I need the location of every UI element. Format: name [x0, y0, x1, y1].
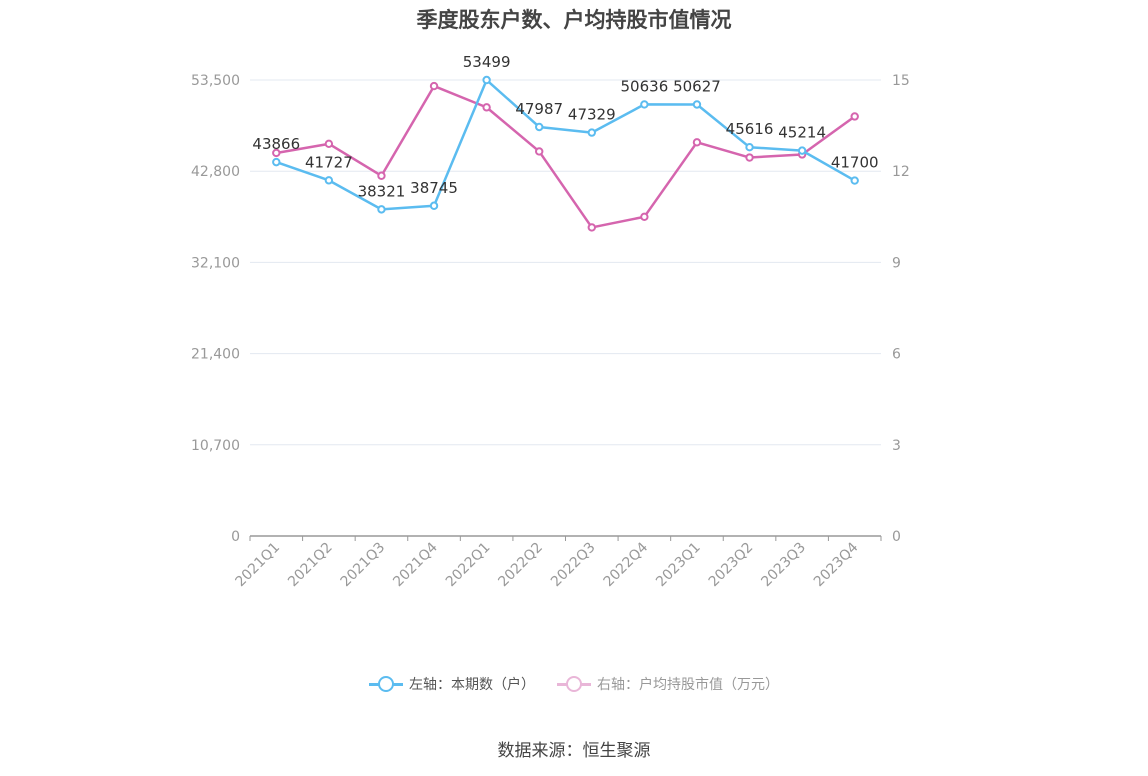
series-point-right [324, 139, 334, 149]
series-point-left [850, 176, 859, 185]
series-point-left [377, 205, 386, 214]
series-point-left [324, 176, 334, 185]
x-tick-label: 2021Q3 [338, 540, 389, 591]
series-point-right [850, 112, 859, 121]
x-tick-label: 2021Q4 [390, 539, 441, 590]
series-point-right [535, 147, 544, 156]
chart-svg: 0 10,700 21,400 32,100 42,800 53,500 0 3 6 9 12 15 2… [191, 53, 910, 591]
series-point-left [535, 122, 544, 132]
legend-left-ring [378, 676, 394, 692]
data-label: 47987 [515, 100, 563, 118]
series-point-right [429, 81, 439, 91]
y-left-tick-label: 10,700 [191, 438, 240, 454]
data-label: 38321 [358, 182, 406, 200]
x-tick-label: 2021Q2 [285, 540, 336, 591]
series-point-left [587, 128, 596, 137]
data-label: 41700 [831, 154, 879, 172]
y-right-tick-label: 6 [892, 347, 901, 363]
legend-item-left-series[interactable]: 左轴：本期数（户） [369, 674, 535, 694]
circle-line-icon [369, 675, 403, 693]
x-tick-label: 2023Q1 [653, 540, 704, 591]
legend: 左轴：本期数（户） 右轴：户均持股市值（万元） [0, 674, 1148, 694]
data-label: 45214 [778, 124, 826, 142]
data-label: 53499 [463, 53, 511, 71]
y-right-tick-label: 15 [892, 73, 910, 89]
y-right-tick-label: 3 [892, 438, 901, 454]
series-point-right [482, 103, 491, 112]
data-label: 43866 [252, 135, 300, 153]
y-right-tick-label: 12 [892, 164, 910, 180]
series-point-right [587, 223, 596, 232]
data-label: 47329 [568, 106, 616, 124]
y-right-tick-label: 0 [892, 529, 901, 545]
y-left-tick-label: 0 [231, 529, 240, 545]
series-point-left [692, 100, 702, 109]
series-point-right [745, 153, 754, 162]
x-tick-label: 2023Q3 [758, 540, 809, 591]
x-tick-label: 2023Q2 [706, 540, 757, 591]
chart-title: 季度股东户数、户均持股市值情况 [416, 8, 732, 32]
series-point-left [429, 201, 439, 210]
series-point-right [640, 212, 649, 222]
y-left-tick-label: 32,100 [191, 255, 240, 271]
legend-left-label: 左轴：本期数（户） [409, 677, 535, 693]
x-tick-label: 2022Q3 [548, 540, 599, 591]
x-tick-label: 2022Q4 [601, 539, 652, 590]
data-label: 50627 [673, 77, 721, 95]
series-point-left [482, 75, 491, 85]
legend-item-right-series[interactable]: 右轴：户均持股市值（万元） [557, 674, 779, 694]
x-tick-label: 2022Q2 [495, 540, 546, 591]
series-point-right [272, 148, 281, 158]
y-left-tick-label: 21,400 [191, 347, 240, 363]
series-point-right [692, 138, 702, 147]
x-tick-label: 2022Q1 [443, 540, 494, 591]
series-point-left [745, 142, 754, 152]
legend-right-ring [566, 676, 582, 692]
series-point-left [640, 100, 649, 109]
x-tick-label: 2023Q4 [811, 539, 862, 590]
y-right-tick-label: 9 [892, 255, 901, 271]
series-point-left [797, 146, 807, 155]
legend-right-label: 右轴：户均持股市值（万元） [597, 677, 779, 693]
series-point-right [377, 171, 386, 180]
series-line-left [275, 78, 856, 211]
x-tick-label: 2021Q1 [233, 540, 284, 591]
circle-line-icon [557, 675, 591, 693]
data-label: 45616 [726, 120, 774, 138]
data-label: 50636 [621, 77, 669, 95]
y-left-tick-label: 53,500 [191, 73, 240, 89]
series-point-left [272, 157, 281, 167]
data-label: 38745 [410, 179, 458, 197]
y-left-tick-label: 42,800 [191, 164, 240, 180]
series-line-right [276, 84, 856, 229]
source-note: 数据来源：恒生聚源 [497, 741, 651, 761]
data-label: 41727 [305, 153, 353, 171]
